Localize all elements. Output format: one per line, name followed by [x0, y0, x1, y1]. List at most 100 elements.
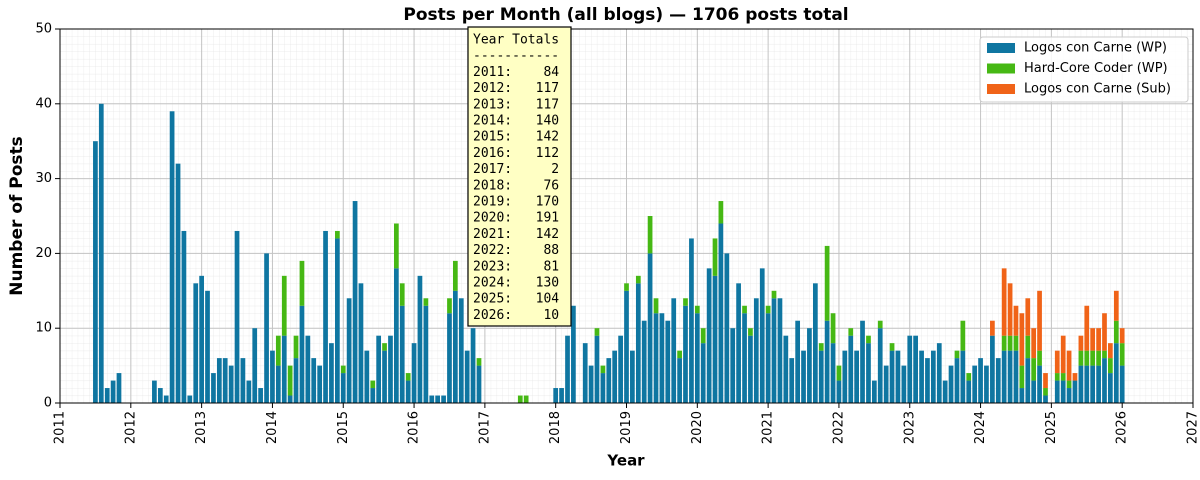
bar-segment — [464, 350, 470, 403]
bar-segment — [830, 313, 836, 344]
bar-segment — [1113, 290, 1119, 321]
bar-segment — [1084, 350, 1090, 366]
bar-segment — [948, 365, 954, 403]
bar-segment — [771, 298, 777, 403]
bar-segment — [1025, 335, 1031, 359]
bar-segment — [98, 103, 104, 404]
bar-segment — [1066, 380, 1072, 389]
bar-segment — [1007, 350, 1013, 403]
bar-segment — [1084, 305, 1090, 351]
annotation-line: 2015: 142 — [473, 130, 559, 145]
bar-segment — [287, 395, 293, 403]
bar-segment — [175, 163, 181, 403]
bar-segment — [258, 388, 263, 403]
x-tick-label: 2016 — [407, 411, 422, 444]
x-tick-label: 2013 — [194, 411, 209, 444]
bar-segment — [216, 358, 222, 403]
bar-segment — [1037, 290, 1042, 351]
bar-segment — [1102, 313, 1107, 351]
x-tick-label: 2017 — [477, 411, 492, 444]
bar-segment — [812, 283, 818, 403]
legend-label: Logos con Carne (WP) — [1024, 41, 1167, 56]
bar-segment — [1025, 358, 1031, 403]
bar-segment — [275, 335, 281, 366]
bar-segment — [724, 253, 730, 403]
bar-segment — [901, 365, 907, 403]
bar-segment — [393, 223, 399, 269]
bar-segment — [990, 320, 995, 336]
bar-segment — [299, 305, 305, 403]
bar-segment — [748, 335, 753, 403]
bar-segment — [181, 230, 187, 403]
bar-segment — [423, 298, 429, 306]
bar-segment — [683, 298, 688, 306]
bar-segment — [346, 298, 352, 403]
plot-frame — [59, 28, 1194, 404]
bar-segment — [211, 373, 216, 403]
bar-segment — [1001, 335, 1007, 351]
x-tick-label: 2027 — [1186, 411, 1200, 444]
bar-segment — [907, 335, 913, 403]
bar-segment — [635, 283, 641, 403]
bar-segment — [399, 283, 405, 306]
bar-segment — [930, 350, 936, 403]
bar-segment — [205, 290, 210, 403]
bar-segment — [1060, 373, 1066, 381]
bar-segment — [376, 335, 382, 403]
x-tick-label: 2020 — [690, 411, 705, 444]
legend-label: Hard-Core Coder (WP) — [1024, 61, 1168, 76]
y-tick-label: 20 — [35, 246, 52, 261]
bar-segment — [771, 290, 777, 299]
bar-segment — [712, 275, 718, 403]
x-tick-label: 2012 — [123, 411, 138, 444]
bar-segment — [1019, 388, 1025, 403]
bar-segment — [978, 358, 983, 403]
legend-swatch — [987, 84, 1015, 94]
bar-segment — [1119, 328, 1125, 344]
bar-segment — [677, 358, 682, 403]
bar-segment — [1007, 335, 1013, 351]
bar-segment — [1025, 298, 1031, 336]
bar-segment — [1043, 388, 1048, 396]
bar-segment — [1013, 350, 1019, 403]
bar-segment — [700, 328, 706, 344]
annotation-line: 2016: 112 — [473, 146, 559, 161]
bar-segment — [447, 298, 452, 314]
legend-swatch — [987, 63, 1015, 74]
legend-label: Logos con Carne (Sub) — [1024, 82, 1171, 97]
bar-segment — [877, 328, 883, 403]
bar-segment — [193, 283, 199, 403]
bar-segment — [476, 365, 482, 403]
bar-segment — [340, 365, 346, 374]
bar-segment — [264, 253, 269, 403]
annotation-line: 2019: 170 — [473, 195, 559, 210]
bar-segment — [842, 350, 848, 403]
bar-segment — [960, 320, 966, 351]
bar-segment — [960, 350, 966, 403]
bar-segment — [647, 253, 653, 403]
bar-segment — [388, 335, 393, 403]
bar-segment — [594, 328, 600, 336]
bar-segment — [966, 380, 972, 403]
bar-segment — [452, 290, 458, 403]
bar-segment — [854, 350, 860, 403]
bar-segment — [1108, 343, 1113, 359]
bar-segment — [718, 223, 724, 403]
bar-segment — [1054, 373, 1060, 381]
bar-segment — [1007, 283, 1013, 336]
bar-segment — [352, 201, 358, 403]
bar-segment — [1113, 343, 1119, 403]
x-tick-label: 2019 — [619, 411, 634, 444]
bar-segment — [807, 328, 812, 403]
bar-segment — [1096, 365, 1101, 403]
bar-segment — [1054, 350, 1060, 374]
bar-segment — [382, 350, 387, 403]
y-tick-label: 30 — [35, 171, 52, 186]
bar-segment — [588, 365, 594, 403]
bar-segment — [736, 283, 741, 403]
bar-segment — [995, 358, 1001, 403]
bar-segment — [1031, 328, 1037, 359]
x-tick-label: 2025 — [1044, 411, 1059, 444]
bar-segment — [624, 290, 629, 403]
bar-segment — [919, 350, 924, 403]
